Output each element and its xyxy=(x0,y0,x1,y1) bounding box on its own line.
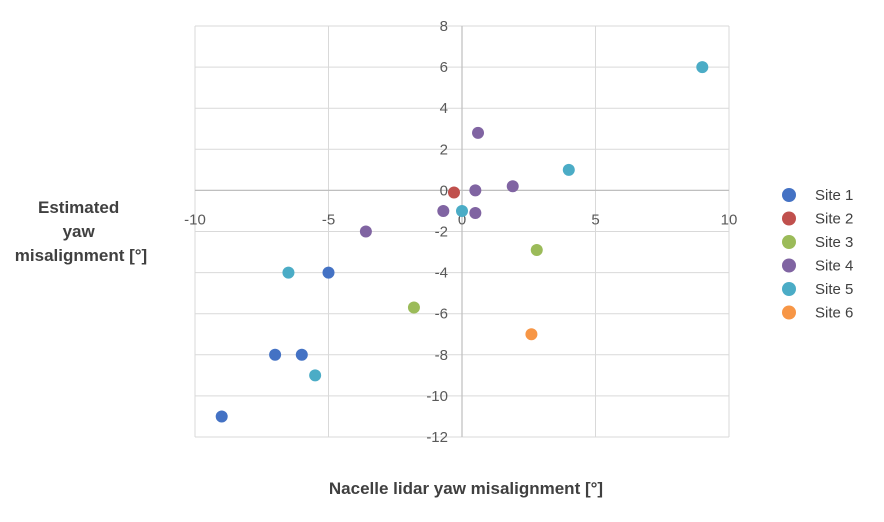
data-point-site-1 xyxy=(295,348,308,361)
y-axis-title-line-3: misalignment [°] xyxy=(15,246,147,265)
legend: Site 1 Site 2 Site 3 Site 4 Site 5 Site 6 xyxy=(782,187,853,322)
data-point-site-5 xyxy=(309,369,322,382)
x-tick-label: 10 xyxy=(721,211,738,228)
x-tick-label: -5 xyxy=(322,211,335,228)
tick-labels: -12 -10 -8 -6 -4 -2 0 2 4 6 8 -10 -5 5 10 0 xyxy=(184,18,737,446)
y-tick-label: -8 xyxy=(435,347,448,364)
legend-label: Site 3 xyxy=(815,234,853,251)
data-point-site-4 xyxy=(469,184,482,197)
data-point-site-4 xyxy=(469,207,482,220)
data-point-site-5 xyxy=(696,61,709,74)
legend-marker xyxy=(782,211,796,226)
x-tick-label: 5 xyxy=(591,211,599,228)
axes xyxy=(195,26,729,437)
data-point-site-1 xyxy=(215,410,228,423)
data-point-site-4 xyxy=(437,204,450,217)
legend-label: Site 4 xyxy=(815,258,853,275)
data-point-site-5 xyxy=(282,266,295,279)
data-point-site-5 xyxy=(456,204,468,217)
data-point-site-6 xyxy=(525,328,538,341)
data-point-site-2 xyxy=(447,186,460,199)
y-axis-title-line-1: Estimated xyxy=(38,198,119,217)
y-tick-label: 2 xyxy=(440,141,448,158)
x-tick-label: -10 xyxy=(184,211,206,228)
y-tick-label: 6 xyxy=(440,59,448,76)
legend-marker xyxy=(782,258,796,273)
data-points xyxy=(215,61,709,423)
data-point-site-5 xyxy=(562,163,575,176)
data-point-site-1 xyxy=(322,266,335,279)
y-tick-label: 4 xyxy=(440,100,448,117)
y-tick-label: -10 xyxy=(426,388,448,405)
data-point-site-4 xyxy=(472,126,485,139)
data-point-site-3 xyxy=(530,243,543,256)
legend-marker xyxy=(782,282,796,296)
y-tick-label: 0 xyxy=(440,182,448,199)
x-tick-label: 0 xyxy=(458,211,466,228)
y-tick-label: -2 xyxy=(435,224,448,241)
legend-label: Site 5 xyxy=(815,281,853,298)
legend-label: Site 1 xyxy=(815,187,853,204)
y-axis-title-line-2: yaw xyxy=(63,222,96,241)
legend-marker xyxy=(782,235,796,249)
legend-marker xyxy=(782,188,796,202)
legend-marker xyxy=(782,305,796,320)
y-tick-label: -6 xyxy=(435,306,448,323)
data-point-site-4 xyxy=(359,225,372,238)
y-tick-label: -12 xyxy=(426,429,448,446)
y-tick-label: 8 xyxy=(440,18,448,35)
data-point-site-3 xyxy=(407,301,420,314)
legend-label: Site 2 xyxy=(815,211,853,228)
x-axis-title: Nacelle lidar yaw misalignment [°] xyxy=(329,479,603,498)
data-point-site-1 xyxy=(269,348,282,361)
legend-label: Site 6 xyxy=(815,305,853,322)
y-tick-label: -4 xyxy=(435,265,448,282)
y-axis-title: Estimated yaw misalignment [°] xyxy=(15,198,147,265)
data-point-site-4 xyxy=(506,180,519,193)
